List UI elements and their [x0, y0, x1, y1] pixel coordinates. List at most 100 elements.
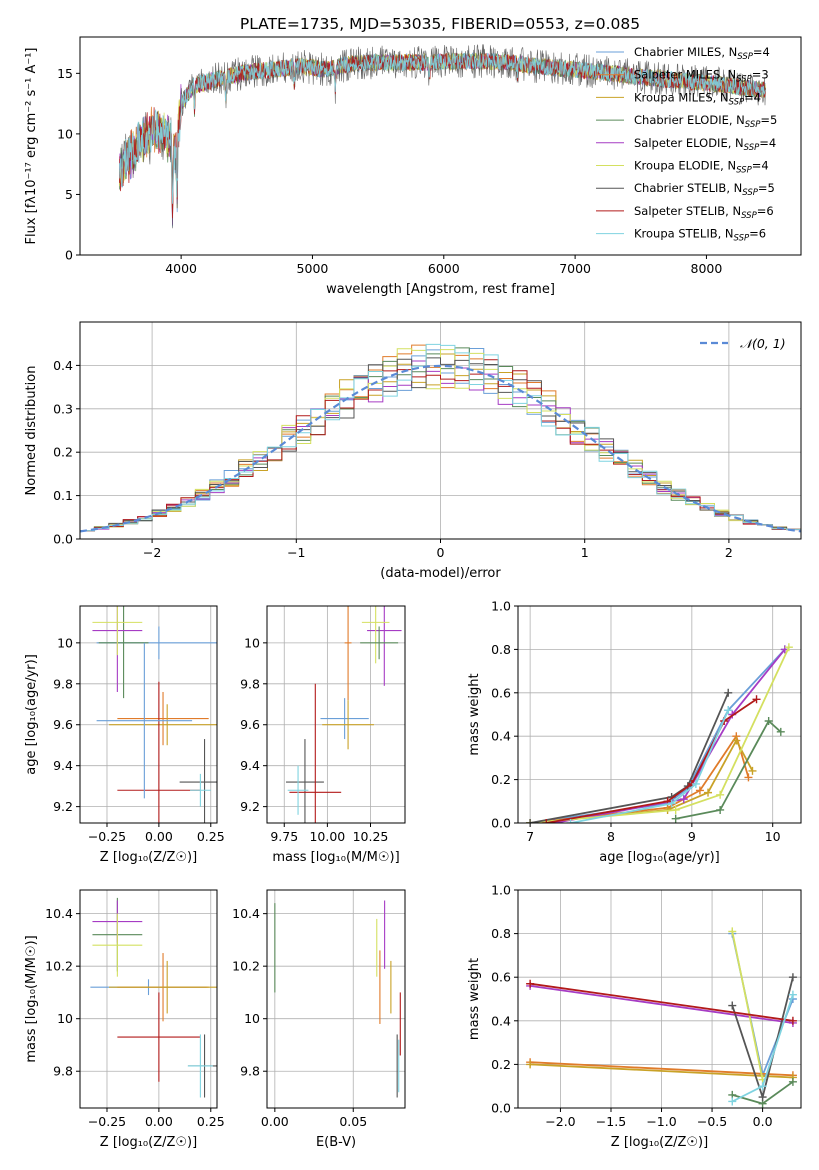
y-axis-label: mass weight: [467, 673, 482, 755]
y-tick-label: 10.4: [45, 906, 73, 921]
y-axis-label: Flux [fλ10⁻¹⁷ erg cm⁻² s⁻¹ A⁻¹]: [24, 48, 39, 245]
y-tick-label: 0.8: [491, 926, 511, 941]
x-axis-label: Z [log₁₀(Z/Z☉)]: [100, 1135, 197, 1150]
y-axis-label: mass weight: [467, 958, 482, 1040]
y-tick-label: 0.2: [53, 445, 73, 460]
y-tick-label: 9.8: [240, 676, 260, 691]
y-tick-label: 9.8: [53, 1064, 73, 1079]
residuals-axes: −2 −1 0 1 2 0.0 0.1 0.2 0.3 0.4 (data-model)/error…: [24, 321, 802, 581]
age_vs_Z-panel: −0.25 0.00 0.25 9.2 9.4 9.6 9.8 10 Z [log₁₀(Z/Z☉…: [24, 605, 225, 865]
legend-entry: Salpeter STELIB, NSSP=6: [634, 204, 774, 221]
y-tick-label: 0.4: [491, 1013, 511, 1028]
y-tick-label: 0.4: [491, 729, 511, 744]
y-tick-label: 15: [57, 66, 73, 81]
x-tick-label: 8: [607, 829, 615, 844]
x-tick-label: 9: [688, 829, 696, 844]
y-tick-label: 9.2: [53, 799, 73, 814]
x-tick-label: 9.75: [270, 829, 298, 844]
legend-entry: Kroupa MILES, NSSP=4: [634, 90, 761, 107]
residuals-panel: −2 −1 0 1 2 0.0 0.1 0.2 0.3 0.4 (data-model)/error…: [24, 321, 802, 581]
x-tick-label: 5000: [297, 261, 329, 276]
x-tick-label: −1.0: [646, 1114, 676, 1129]
mass-weight-point: [788, 1016, 797, 1025]
mass-weight-line: [529, 982, 794, 1022]
mass-weight-point: [716, 790, 725, 799]
mass-weight-point: [566, 819, 575, 823]
y-tick-label: 0: [65, 248, 73, 263]
x-axis-label: mass [log₁₀(M/M☉)]: [272, 850, 399, 865]
x-tick-label: 0: [437, 545, 445, 560]
y-tick-label: 0.0: [491, 816, 511, 831]
mass-weight-point: [691, 779, 700, 788]
legend-entry: Chabrier STELIB, NSSP=5: [634, 181, 775, 198]
massweight_vs_age-axes: 7 8 9 10 0.0 0.2 0.4 0.6 0.8 1.0 age [log₁₀(age/yr…: [467, 599, 802, 865]
spectrum-line: [119, 52, 766, 204]
mass-weight-line: [530, 1063, 793, 1079]
massweight_vs_age-marks: [526, 643, 793, 823]
y-tick-label: 10.2: [45, 959, 73, 974]
axes-frame: [517, 605, 802, 824]
mass-weight-line: [675, 719, 782, 820]
axes-frame: [79, 36, 802, 256]
legend-entry: 𝒩(0, 1): [740, 336, 786, 351]
x-tick-label: 0.25: [197, 829, 225, 844]
massweight_vs_Z-axes: −2.0 −1.5 −1.0 −0.5 0.0 0.0 0.2 0.4 0.6 0.8 1.0 Z […: [467, 883, 802, 1150]
histogram-step: [80, 348, 801, 532]
x-tick-label: −1: [287, 545, 305, 560]
mass-weight-point: [728, 927, 737, 936]
histogram-step: [80, 359, 801, 532]
legend-entry: Chabrier ELODIE, NSSP=5: [634, 113, 777, 130]
figure-title: PLATE=1735, MJD=53035, FIBERID=0553, z=0…: [240, 15, 640, 33]
x-tick-label: 8000: [691, 261, 723, 276]
mass_vs_Z-axes: −0.25 0.00 0.25 9.8 10 10.2 10.4 Z [log₁₀(Z/Z☉)…: [24, 889, 225, 1150]
mass-weight-point: [704, 788, 713, 797]
x-tick-label: −0.25: [88, 829, 126, 844]
x-tick-label: 0.05: [339, 1114, 367, 1129]
y-tick-label: 0.8: [491, 642, 511, 657]
residuals-marks: [80, 343, 801, 533]
mass-weight-point: [724, 706, 733, 715]
spectrum-legend: Chabrier MILES, NSSP=4 Salpeter MILES, NS…: [596, 45, 777, 244]
legend-entry: Salpeter ELODIE, NSSP=4: [634, 136, 776, 153]
y-tick-label: 5: [65, 187, 73, 202]
mass-weight-point: [758, 1093, 767, 1102]
x-axis-label: wavelength [Angstrom, rest frame]: [326, 282, 555, 297]
spectrum-axes: 4000 5000 6000 7000 8000 0 5 10 15 wavelength [An…: [24, 36, 802, 297]
mass-weight-point: [526, 1060, 535, 1069]
y-tick-label: 10.2: [232, 959, 260, 974]
y-tick-label: 0.3: [53, 401, 73, 416]
massweight_vs_Z-marks: [526, 927, 797, 1108]
mass-weight-point: [526, 979, 535, 988]
massweight_vs_age-panel: 7 8 9 10 0.0 0.2 0.4 0.6 0.8 1.0 age [log₁₀(age/yr…: [467, 599, 802, 865]
x-tick-label: 4000: [165, 261, 197, 276]
legend-entry: Salpeter MILES, NSSP=3: [634, 68, 769, 85]
spectrum-panel: 4000 5000 6000 7000 8000 0 5 10 15 wavelength [An…: [24, 36, 802, 297]
x-axis-label: (data-model)/error: [380, 566, 501, 581]
x-tick-label: 6000: [428, 261, 460, 276]
normal-reference-curve: [80, 364, 801, 533]
y-tick-label: 9.6: [53, 717, 73, 732]
y-tick-label: 10: [57, 126, 73, 141]
axes-frame: [266, 605, 406, 824]
mass-weight-point: [744, 773, 753, 782]
mass-weight-point: [724, 688, 733, 697]
y-tick-label: 9.4: [240, 758, 260, 773]
x-tick-label: 2: [725, 545, 733, 560]
x-tick-label: −2: [143, 545, 161, 560]
y-tick-label: 0.6: [491, 970, 511, 985]
y-axis-label: age [log₁₀(age/yr)]: [24, 654, 39, 775]
x-tick-label: 10: [765, 829, 781, 844]
histogram-step: [80, 343, 801, 532]
y-tick-label: 10: [244, 635, 260, 650]
axes-frame: [517, 889, 802, 1109]
y-tick-label: 0.0: [53, 532, 73, 547]
mass_vs_Z-panel: −0.25 0.00 0.25 9.8 10 10.2 10.4 Z [log₁₀(Z/Z☉)…: [24, 889, 225, 1150]
y-tick-label: 9.6: [240, 717, 260, 732]
x-tick-label: 7000: [559, 261, 591, 276]
x-tick-label: −0.25: [88, 1114, 126, 1129]
mass-weight-point: [728, 1001, 737, 1010]
x-tick-label: 0.25: [197, 1114, 225, 1129]
mass-weight-line: [731, 931, 764, 1080]
mass-weight-point: [758, 1082, 767, 1091]
mass-weight-point: [776, 727, 785, 736]
